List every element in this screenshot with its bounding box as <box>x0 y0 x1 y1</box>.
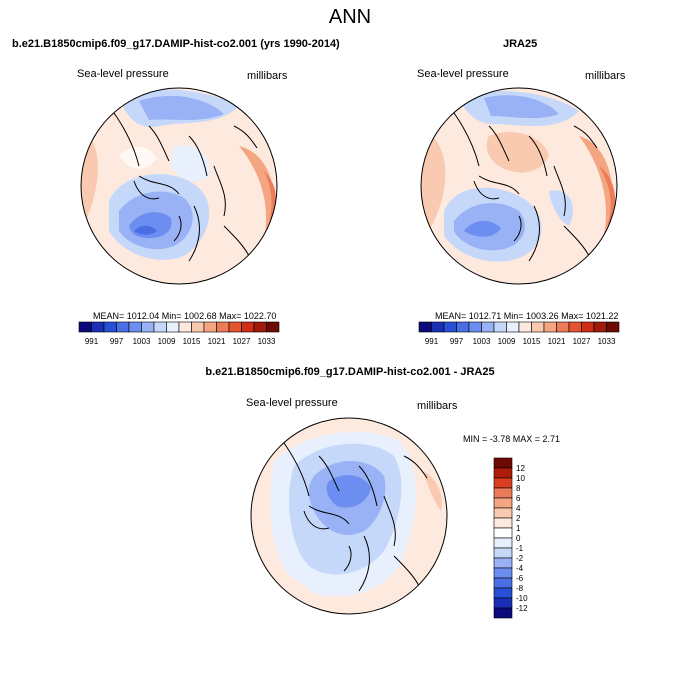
panel-3-colorbar-tick-label: -12 <box>516 604 528 613</box>
panel-2-colorbar-tick-label: 1003 <box>473 337 491 346</box>
panel-3-colorbar-swatch <box>493 537 513 549</box>
panel-1-colorbar-tick-label: 1021 <box>208 337 226 346</box>
panel-3-colorbar-swatch <box>493 467 513 479</box>
panel-3-colorbar-tick-label: 6 <box>516 494 521 503</box>
panel-3-stats: MIN = -3.78 MAX = 2.71 <box>463 434 561 444</box>
panel-2-colorbar-swatch <box>606 321 620 333</box>
panel-1-colorbar-swatch <box>91 321 105 333</box>
panel-2-colorbar-swatch <box>506 321 520 333</box>
panel-1-colorbar-swatch <box>203 321 217 333</box>
panel-2-map <box>420 87 618 285</box>
panel-3-map <box>250 417 448 615</box>
panel-3-colorbar-tick-label: 2 <box>516 514 521 523</box>
panel-2-colorbar-swatch <box>443 321 457 333</box>
panel-2-colorbar-swatch <box>431 321 445 333</box>
panel-3-colorbar-swatch <box>493 477 513 489</box>
panel-1-colorbar-swatch <box>178 321 192 333</box>
panel-1-colorbar-swatch <box>228 321 242 333</box>
panel-1-map <box>80 87 278 285</box>
panel-3-colorbar-tick-label: -10 <box>516 594 528 603</box>
panel-1-title: b.e21.B1850cmip6.f09_g17.DAMIP-hist-co2.… <box>12 38 340 50</box>
panel-2-colorbar-tick-label: 1021 <box>548 337 566 346</box>
panel-3-colorbar-tick-label: -4 <box>516 564 524 573</box>
panel-3-colorbar-tick-label: 10 <box>516 474 525 483</box>
panel-1-colorbar-swatch <box>216 321 230 333</box>
panel-3-colorbar-swatch <box>493 577 513 589</box>
panel-3-colorbar-swatch <box>493 547 513 559</box>
panel-2-title: JRA25 <box>503 38 538 50</box>
panel-1-colorbar-tick-label: 1015 <box>183 337 201 346</box>
panel-3-colorbar-tick-label: 12 <box>516 464 525 473</box>
panel-1-colorbar-tick-label: 1027 <box>233 337 251 346</box>
panel-1-colorbar-swatch <box>253 321 267 333</box>
panel-2-units: millibars <box>585 70 626 82</box>
panel-3-colorbar-tick-label: -6 <box>516 574 524 583</box>
panel-2-colorbar-swatch <box>518 321 532 333</box>
panel-3-colorbar-swatch <box>493 607 513 619</box>
panel-3-colorbar-tick-label: -8 <box>516 584 524 593</box>
panel-1-colorbar-swatch <box>153 321 167 333</box>
panel-3-colorbar-tick-label: 8 <box>516 484 521 493</box>
panel-1-colorbar-tick-label: 1003 <box>133 337 151 346</box>
panel-3-colorbar-swatch <box>493 567 513 579</box>
panel-3-colorbar-swatch <box>493 557 513 569</box>
panel-1-colorbar-tick-label: 1009 <box>158 337 176 346</box>
panel-3-colorbar-swatch <box>493 457 513 469</box>
panel-2-colorbar-swatch <box>531 321 545 333</box>
panel-2-colorbar-swatch <box>481 321 495 333</box>
panel-1-units: millibars <box>247 70 288 82</box>
panel-1-colorbar-swatch <box>266 321 280 333</box>
panel-1-colorbar-tick-label: 1033 <box>258 337 276 346</box>
panel-1-colorbar-tick-label: 991 <box>85 337 99 346</box>
panel-1-colorbar-swatch <box>191 321 205 333</box>
panel-1-colorbar: 991 997 1003 1009 1015 1021 1027 1033 <box>78 321 280 346</box>
panel-3-colorbar-tick-label: 0 <box>516 534 521 543</box>
panel-1-colorbar-swatch <box>128 321 142 333</box>
panel-3-colorbar-swatch <box>493 487 513 499</box>
panel-3-units: millibars <box>417 400 458 412</box>
panel-2-left-label: Sea-level pressure <box>417 68 509 80</box>
panel-3-colorbar-swatch <box>493 587 513 599</box>
panel-3-title: b.e21.B1850cmip6.f09_g17.DAMIP-hist-co2.… <box>205 366 495 378</box>
panel-2-colorbar-swatch <box>468 321 482 333</box>
panel-2-colorbar-tick-label: 1027 <box>573 337 591 346</box>
panel-1-stats: MEAN= 1012.04 Min= 1002.68 Max= 1022.70 <box>93 311 277 321</box>
panel-3-colorbar-tick-label: 4 <box>516 504 521 513</box>
panel-2-colorbar-swatch <box>418 321 432 333</box>
panel-2-colorbar-swatch <box>556 321 570 333</box>
panel-2-colorbar-swatch <box>543 321 557 333</box>
panel-1-colorbar-swatch <box>78 321 92 333</box>
panel-1-colorbar-swatch <box>116 321 130 333</box>
panel-2-colorbar-swatch <box>581 321 595 333</box>
panel-3-colorbar-tick-label: 1 <box>516 524 521 533</box>
panel-2-colorbar: 991 997 1003 1009 1015 1021 1027 1033 <box>418 321 620 346</box>
panel-3-colorbar-tick-label: -1 <box>516 544 524 553</box>
panel-2-colorbar-tick-label: 1015 <box>523 337 541 346</box>
panel-2-colorbar-swatch <box>456 321 470 333</box>
panel-3-colorbar-tick-label: -2 <box>516 554 524 563</box>
panel-2-colorbar-swatch <box>493 321 507 333</box>
panel-2-colorbar-tick-label: 1009 <box>498 337 516 346</box>
panel-3-colorbar-swatch <box>493 527 513 539</box>
panel-1-colorbar-tick-label: 997 <box>110 337 124 346</box>
panel-2-colorbar-tick-label: 1033 <box>598 337 616 346</box>
panel-2-colorbar-tick-label: 991 <box>425 337 439 346</box>
panel-1-colorbar-swatch <box>141 321 155 333</box>
panel-2-stats: MEAN= 1012.71 Min= 1003.26 Max= 1021.22 <box>435 311 619 321</box>
panel-1-colorbar-swatch <box>103 321 117 333</box>
panel-1-colorbar-swatch <box>166 321 180 333</box>
panel-2-colorbar-swatch <box>568 321 582 333</box>
panel-3-colorbar-swatch <box>493 517 513 529</box>
panel-1-colorbar-swatch <box>241 321 255 333</box>
figure-title: ANN <box>328 6 372 28</box>
panel-2-colorbar-swatch <box>593 321 607 333</box>
panel-1-left-label: Sea-level pressure <box>77 68 169 80</box>
panel-3-colorbar-swatch <box>493 497 513 509</box>
panel-3-left-label: Sea-level pressure <box>246 397 338 409</box>
panel-2-colorbar-tick-label: 997 <box>450 337 464 346</box>
panel-3-colorbar-swatch <box>493 597 513 609</box>
panel-3-colorbar-swatch <box>493 507 513 519</box>
